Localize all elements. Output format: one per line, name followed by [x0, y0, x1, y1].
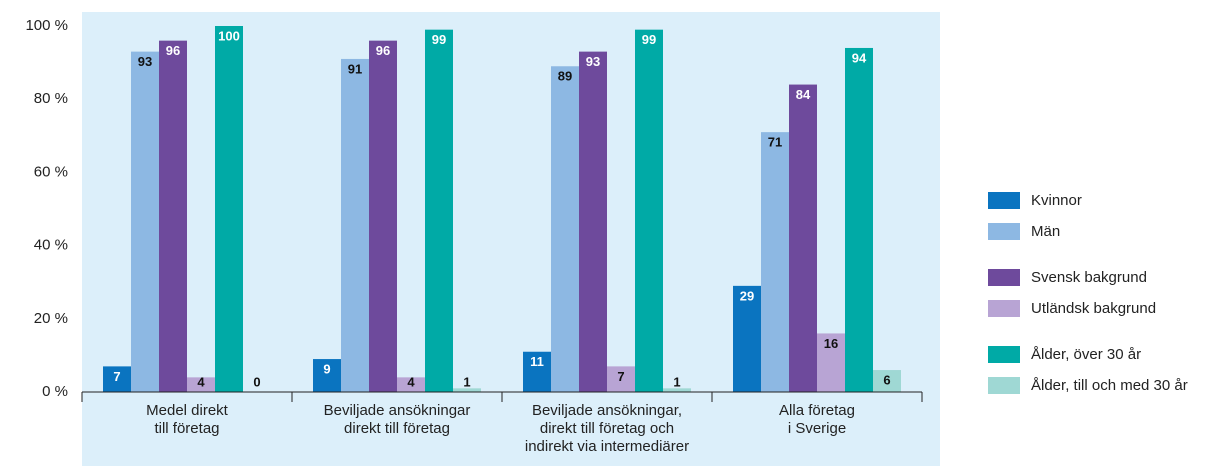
bar [215, 26, 243, 392]
data-label: 96 [376, 43, 390, 58]
data-label: 96 [166, 43, 180, 58]
bar [635, 29, 663, 392]
data-label: 4 [197, 374, 205, 389]
data-label: 29 [740, 288, 754, 303]
bar [607, 366, 635, 392]
x-tick-label: Medel direkt till företag [146, 402, 228, 437]
bar [313, 359, 341, 392]
y-tick-label: 60 % [34, 163, 68, 180]
data-label: 1 [463, 374, 470, 389]
bar [761, 132, 789, 392]
y-tick-label: 0 % [42, 383, 68, 400]
data-label: 99 [642, 32, 656, 47]
data-label: 11 [530, 354, 544, 369]
data-label: 6 [883, 372, 890, 387]
data-label: 99 [432, 32, 446, 47]
data-label: 7 [617, 369, 624, 384]
bar [817, 333, 845, 392]
bar [103, 366, 131, 392]
legend-label: Ålder, till och med 30 år [1031, 377, 1188, 394]
data-label: 94 [852, 50, 867, 65]
legend-swatch [988, 192, 1020, 209]
legend-swatch [988, 377, 1020, 394]
bar [159, 40, 187, 392]
data-label: 1 [673, 374, 680, 389]
bar [579, 51, 607, 393]
legend-label: Ålder, över 30 år [1031, 346, 1141, 363]
bar [453, 388, 481, 392]
y-tick-label: 100 % [25, 17, 68, 34]
legend-swatch [988, 223, 1020, 240]
data-label: 89 [558, 69, 572, 84]
x-tick-label: Beviljade ansökningar, direkt till föret… [524, 402, 690, 455]
bar [341, 58, 369, 392]
bar [551, 66, 579, 392]
data-label: 91 [348, 61, 362, 76]
data-label: 7 [113, 369, 120, 384]
y-tick-label: 80 % [34, 90, 68, 107]
data-label: 9 [323, 361, 330, 376]
x-tick-label: Beviljade ansökningar direkt till företa… [323, 402, 471, 437]
bar [845, 47, 873, 393]
bar [873, 370, 901, 392]
bar [425, 29, 453, 392]
y-tick-label: 20 % [34, 310, 68, 327]
data-label: 4 [407, 374, 415, 389]
data-label: 100 [218, 28, 240, 43]
data-label: 93 [138, 54, 152, 69]
bar [733, 285, 761, 392]
data-label: 93 [586, 54, 600, 69]
legend-swatch [988, 300, 1020, 317]
legend-swatch [988, 269, 1020, 286]
bar [663, 388, 691, 392]
bar [187, 377, 215, 392]
data-label: 71 [768, 135, 782, 150]
y-tick-label: 40 % [34, 237, 68, 254]
data-label: 84 [796, 87, 811, 102]
bar [397, 377, 425, 392]
bar [523, 351, 551, 392]
legend-label: Kvinnor [1031, 192, 1082, 209]
x-tick-label: Alla företag i Sverige [779, 402, 855, 437]
bar [369, 40, 397, 392]
bar [789, 84, 817, 392]
legend-label: Svensk bakgrund [1031, 269, 1147, 286]
legend-label: Män [1031, 223, 1060, 240]
legend-label: Utländsk bakgrund [1031, 300, 1156, 317]
data-label: 0 [253, 374, 260, 389]
legend-swatch [988, 346, 1020, 363]
bar [131, 51, 159, 393]
data-label: 16 [824, 336, 838, 351]
